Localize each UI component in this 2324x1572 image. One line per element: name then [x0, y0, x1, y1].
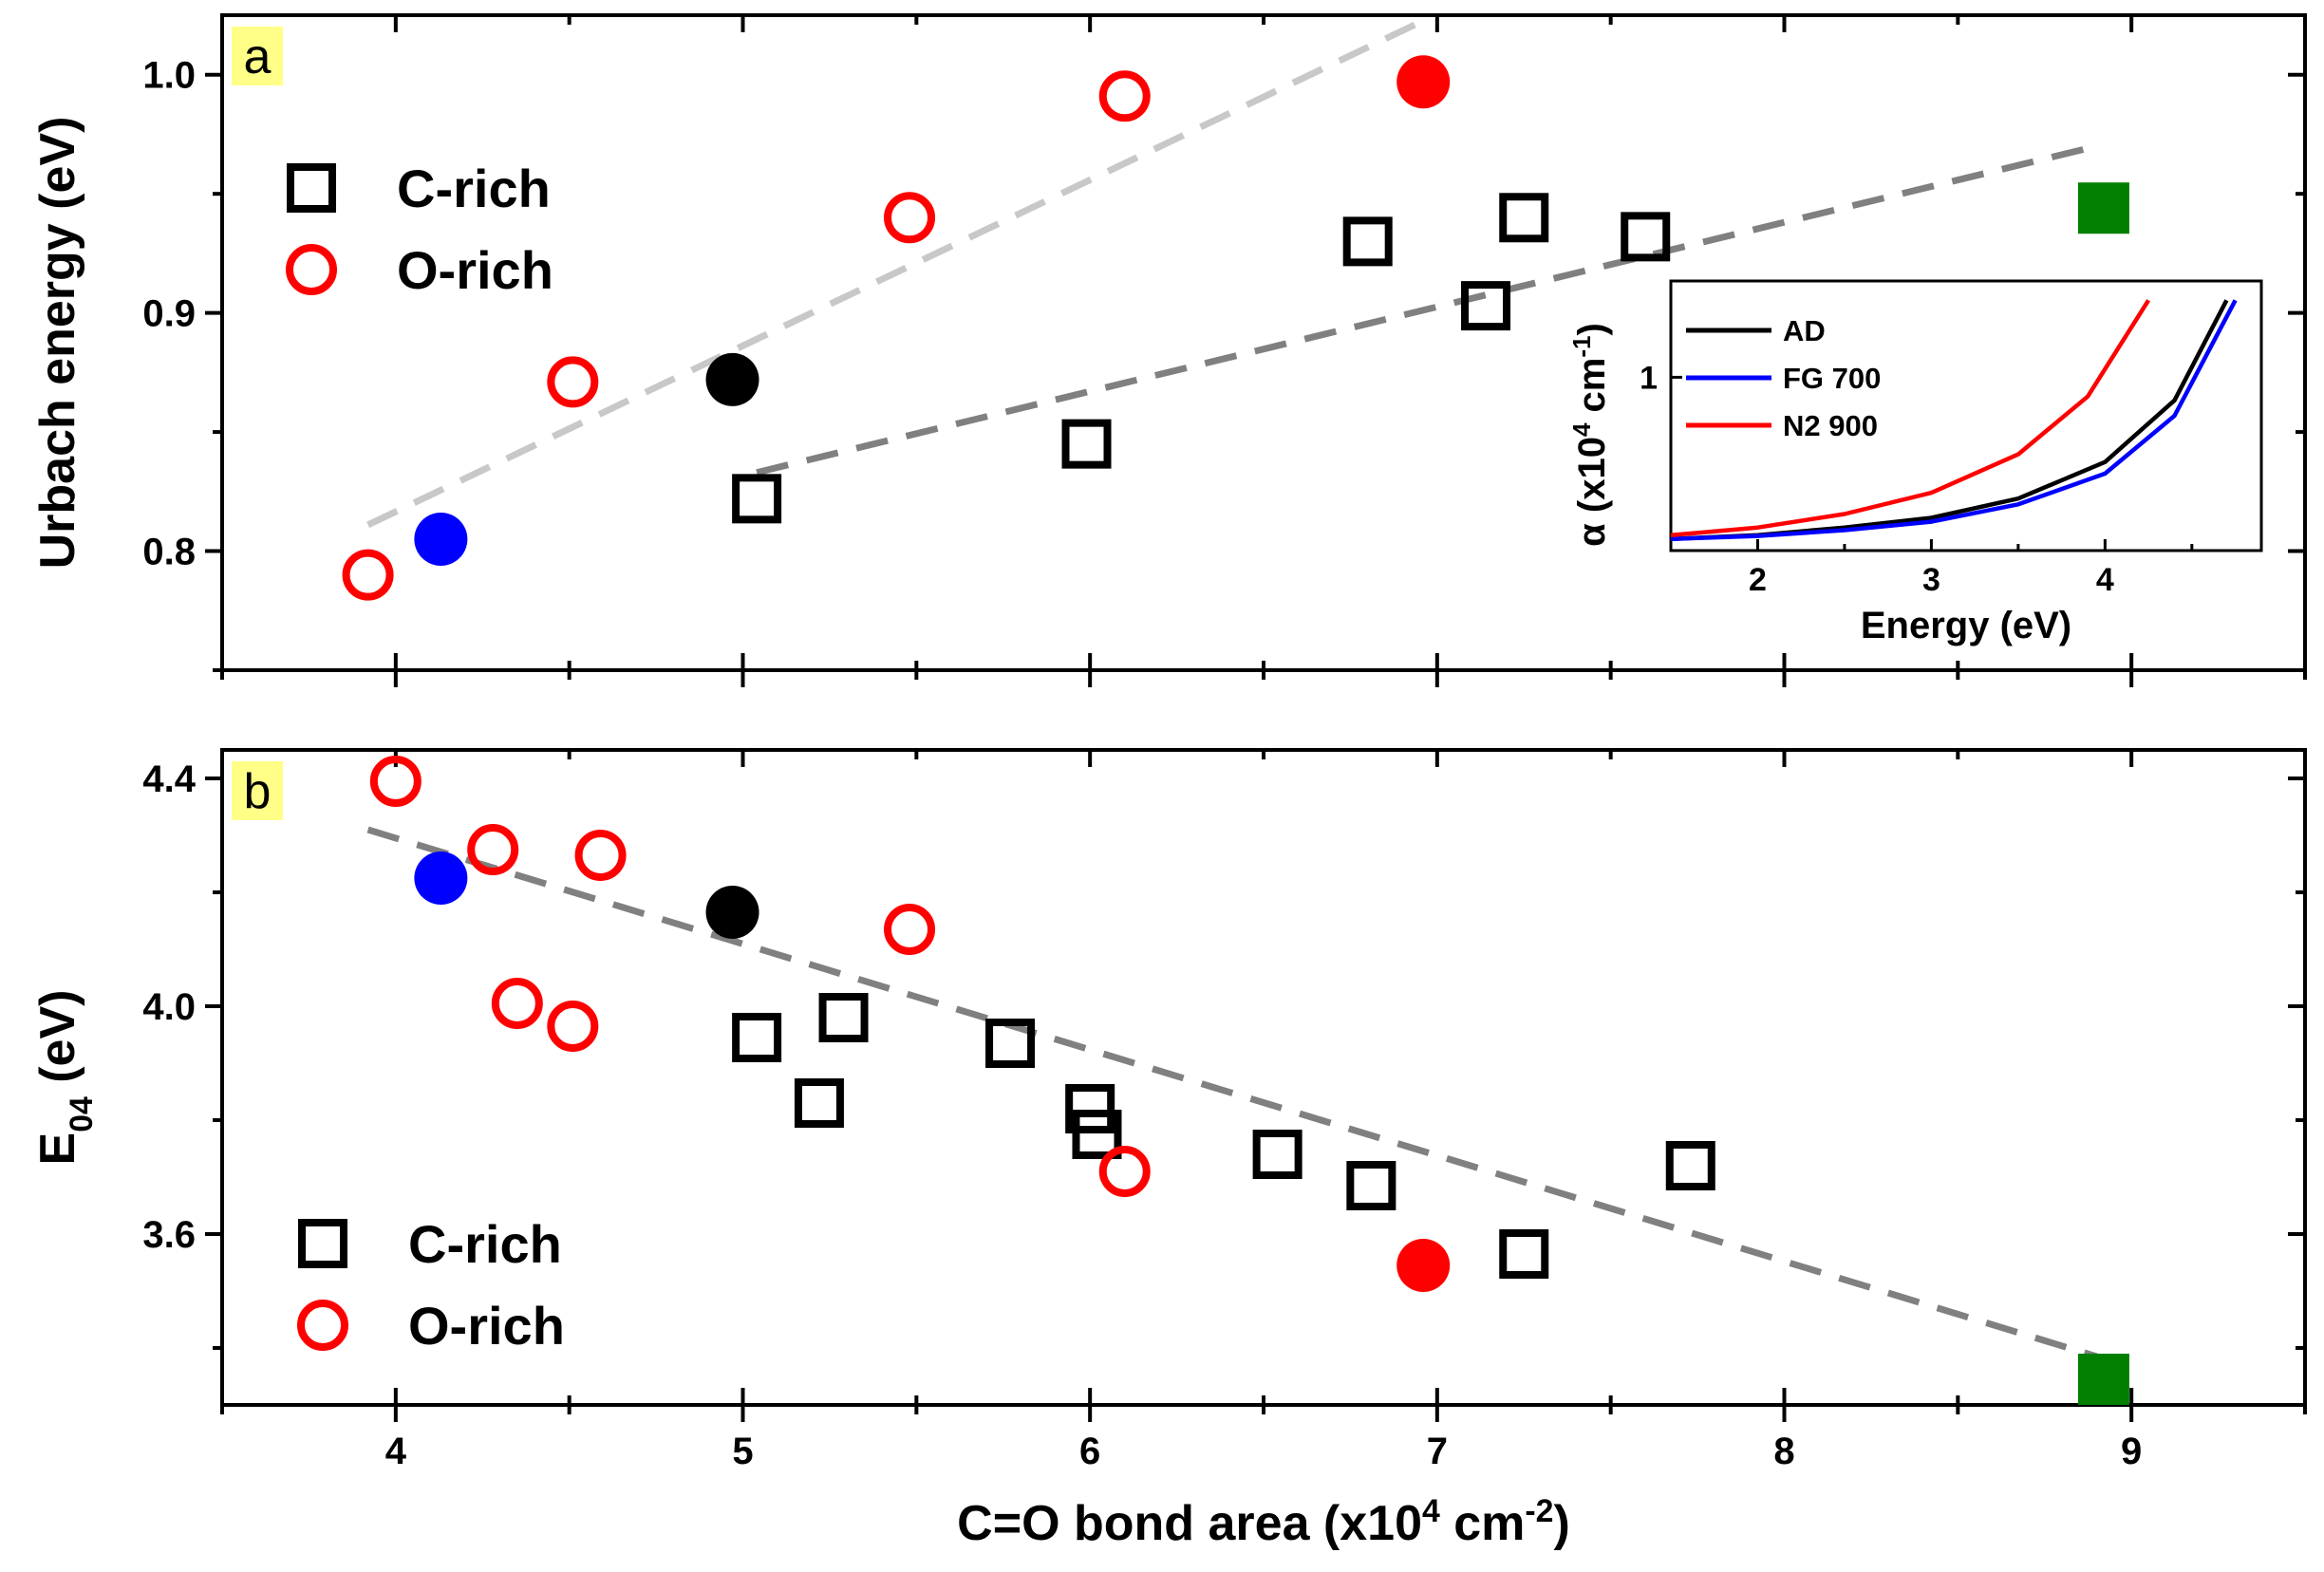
legend-marker	[286, 244, 337, 295]
y-tick-label: 1.0	[142, 55, 196, 97]
data-point	[1499, 193, 1549, 243]
data-point	[2077, 182, 2129, 234]
data-point	[1098, 1146, 1151, 1197]
data-point	[985, 1019, 1036, 1068]
panel-label-highlight	[232, 761, 283, 820]
inset-y-tick-label: 1	[1640, 360, 1658, 396]
data-point	[732, 1013, 782, 1062]
data-point	[1499, 1229, 1549, 1279]
data-point	[705, 886, 759, 939]
data-point	[467, 824, 519, 875]
inset-x-tick-label: 3	[1922, 562, 1940, 598]
data-point	[1098, 70, 1151, 122]
inset-legend-label: AD	[1783, 314, 1826, 347]
panel-b: 4 5 6 7 8 9 3.6 4.0 4.4 E04 (eV) b C-rich O-rich	[30, 748, 2307, 1472]
panel-label: b	[244, 764, 272, 819]
x-tick-label: 7	[1427, 1431, 1448, 1472]
x-tick-label: 8	[1773, 1431, 1794, 1472]
inset-frame	[1669, 279, 2263, 552]
label-part: E	[30, 1132, 85, 1166]
data-point	[547, 356, 599, 408]
label-part: α (x10	[1571, 437, 1613, 547]
inset-series-line	[1671, 299, 2238, 542]
label-part: 4	[1422, 1493, 1440, 1529]
legend-label: C-rich	[408, 1214, 562, 1274]
data-point	[818, 993, 869, 1042]
x-tick-label: 6	[1079, 1431, 1100, 1472]
data-point	[1065, 1084, 1115, 1133]
y-tick-label: 4.4	[142, 758, 196, 800]
data-point	[794, 1078, 844, 1128]
data-point	[1252, 1130, 1303, 1179]
data-point	[732, 474, 782, 524]
label-part: 4	[1567, 422, 1596, 437]
data-point	[1396, 1239, 1451, 1292]
data-point	[1061, 419, 1112, 469]
data-point	[884, 192, 936, 244]
y-tick-label: 0.8	[142, 532, 196, 573]
panel-a: 0.8 0.9 1.0 Urbach energy (eV) a C-rich O-rich	[30, 13, 2307, 687]
legend-marker	[298, 1219, 347, 1268]
y-tick-label: 4.0	[142, 986, 196, 1028]
label-part: 04	[64, 1096, 100, 1132]
label-part: C=O bond area (x10	[957, 1496, 1422, 1551]
inset-series-line	[1671, 299, 2151, 538]
data-point	[414, 852, 468, 905]
y-tick-label: 3.6	[142, 1214, 196, 1256]
data-point	[1665, 1141, 1715, 1190]
label-part: cm	[1440, 1496, 1526, 1551]
label-part: -2	[1525, 1493, 1553, 1529]
data-point	[574, 830, 627, 881]
inset-x-tick-label: 4	[2096, 562, 2114, 598]
legend-label: O-rich	[397, 240, 553, 300]
panel-label-highlight	[232, 27, 283, 85]
label-part: )	[1553, 1496, 1569, 1551]
data-point	[342, 549, 394, 601]
inset-x-axis-title: Energy (eV)	[1861, 605, 2071, 646]
legend-marker	[297, 1300, 348, 1351]
y-axis-title: E04 (eV)	[30, 990, 100, 1166]
data-point	[1621, 212, 1671, 262]
inset-legend-label: N2 900	[1783, 409, 1878, 442]
x-axis-title: C=O bond area (x104 cm-2)	[957, 1493, 1570, 1551]
x-tick-label: 9	[2121, 1431, 2142, 1472]
data-point	[491, 978, 543, 1029]
data-point	[1342, 216, 1393, 267]
label-part: (eV)	[30, 990, 85, 1097]
data-point	[705, 352, 759, 406]
x-tick-label: 4	[385, 1431, 407, 1472]
legend-label: O-rich	[408, 1296, 565, 1356]
inset-y-axis-title: α (x104 cm-1)	[1567, 323, 1613, 547]
data-point	[884, 904, 936, 955]
data-point	[1461, 281, 1511, 331]
inset-legend-label: FG 700	[1783, 362, 1881, 395]
data-point	[547, 1001, 599, 1052]
data-point	[1346, 1161, 1396, 1210]
label-part: cm	[1571, 358, 1613, 423]
data-point	[414, 513, 468, 566]
fit-line	[366, 826, 2098, 1360]
data-point	[369, 756, 422, 807]
legend-marker	[287, 163, 336, 213]
fit-line	[756, 142, 2098, 477]
x-tick-label: 5	[732, 1431, 753, 1472]
panel-label: a	[244, 29, 272, 84]
label-part: -1	[1567, 336, 1596, 358]
data-point	[1396, 55, 1451, 109]
shared-x-axis-title: C=O bond area (x104 cm-2)	[957, 1493, 1570, 1551]
data-point	[1072, 1110, 1122, 1159]
label-part: )	[1571, 323, 1613, 335]
y-axis-title: Urbach energy (eV)	[30, 117, 85, 570]
inset-x-tick-label: 2	[1749, 562, 1767, 598]
fit-line	[366, 19, 1422, 529]
y-tick-label: 0.9	[142, 293, 196, 335]
legend-label: C-rich	[397, 159, 551, 218]
data-point	[2077, 1354, 2129, 1405]
